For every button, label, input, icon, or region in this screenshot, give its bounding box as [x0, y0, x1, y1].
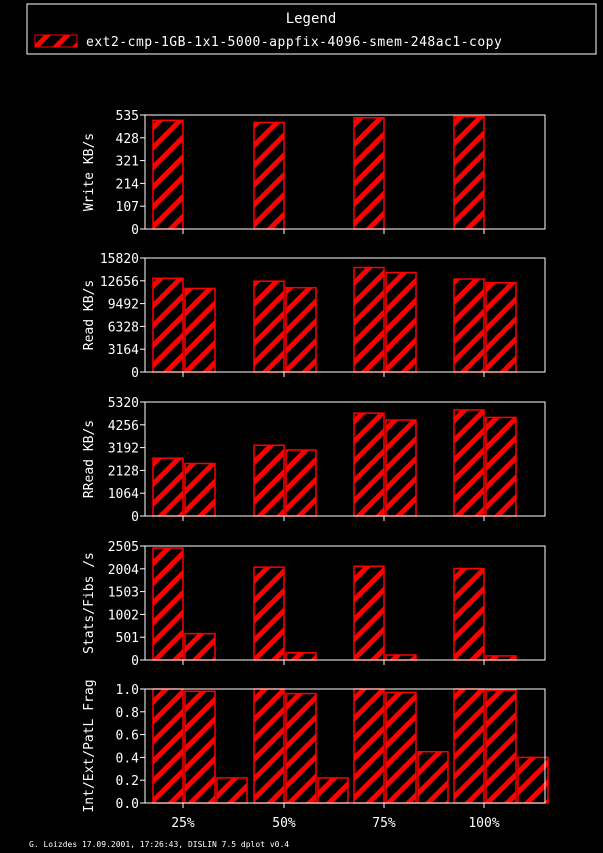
plot-frame-panel3 [144, 401, 546, 517]
y-tick-label-panel3-0: 0 [131, 510, 139, 525]
y-tick-label-panel4-4: 2004 [108, 563, 139, 578]
bar-panel5-series2-50% [285, 692, 317, 804]
footer-credit: G. Loizdes 17.09.2001, 17:26:43, DISLIN … [29, 840, 289, 849]
y-tick-label-panel5-2: 0.4 [116, 751, 140, 766]
y-tick-label-panel3-2: 2128 [108, 464, 139, 479]
bar-panel3-series1-25% [152, 457, 184, 517]
y-tick-label-panel1-2: 214 [116, 177, 140, 192]
y-tick-label-panel4-0: 0 [131, 654, 139, 669]
bar-panel3-series1-100% [453, 409, 485, 517]
bar-panel4-series1-100% [453, 567, 485, 661]
bar-panel5-series1-25% [152, 688, 184, 804]
y-axis-label-panel5: Int/Ext/PatL Frag [82, 679, 97, 812]
legend: Legend ext2-cmp-1GB-1x1-5000-appfix-4096… [26, 3, 597, 55]
y-tick-label-panel5-4: 0.8 [116, 706, 139, 721]
legend-box [26, 3, 597, 55]
y-axis-label-panel2: Read KB/s [82, 280, 97, 350]
bar-panel4-series1-25% [152, 547, 184, 661]
y-tick-label-panel5-3: 0.6 [116, 729, 139, 744]
y-tick-label-panel1-4: 428 [116, 132, 139, 147]
y-tick-label-panel5-0: 0.0 [116, 797, 139, 812]
y-tick-label-panel2-5: 15820 [100, 252, 139, 267]
legend-entry-label: ext2-cmp-1GB-1x1-5000-appfix-4096-smem-2… [86, 35, 502, 50]
bar-panel2-series1-25% [152, 277, 184, 373]
y-tick-label-panel2-0: 0 [131, 366, 139, 381]
y-tick-label-panel3-5: 5320 [108, 396, 139, 411]
bar-panel2-series1-75% [353, 266, 385, 373]
bar-panel4-series1-75% [353, 565, 385, 661]
bar-panel2-series2-25% [184, 287, 216, 373]
bar-panel5-series3-25% [216, 777, 248, 804]
bar-panel1-series1-25% [152, 119, 184, 230]
bar-panel5-series3-100% [517, 756, 549, 804]
plot-frame-panel5 [144, 688, 546, 804]
bar-panel2-series1-100% [453, 278, 485, 373]
y-tick-label-panel1-1: 107 [116, 200, 139, 215]
bar-panel3-series2-100% [485, 416, 517, 517]
y-tick-label-panel5-5: 1.0 [116, 683, 139, 698]
plot-frame-panel2 [144, 257, 546, 373]
bar-panel1-series1-50% [253, 121, 285, 230]
bar-panel5-series2-25% [184, 690, 216, 804]
bar-panel2-series2-75% [385, 271, 417, 373]
bar-panel4-series2-100% [485, 655, 517, 661]
y-tick-label-panel4-3: 1503 [108, 586, 139, 601]
legend-swatch [34, 34, 78, 48]
bar-panel5-series1-75% [353, 688, 385, 804]
bar-panel3-series2-50% [285, 449, 317, 517]
bar-panel3-series1-75% [353, 412, 385, 517]
y-tick-label-panel2-1: 3164 [108, 343, 139, 358]
bar-panel2-series2-50% [285, 286, 317, 373]
y-tick-label-panel2-2: 6328 [108, 320, 139, 335]
plot-frame-panel4 [144, 545, 546, 661]
bar-panel2-series2-100% [485, 281, 517, 373]
bar-panel2-series1-50% [253, 280, 285, 373]
bar-panel4-series1-50% [253, 566, 285, 661]
x-category-label-3: 75% [372, 816, 396, 831]
y-axis-label-panel3: RRead KB/s [82, 420, 97, 498]
x-category-label-1: 25% [171, 816, 195, 831]
bar-panel4-series2-75% [385, 654, 417, 661]
bar-panel5-series1-50% [253, 688, 285, 804]
y-tick-label-panel4-5: 2505 [108, 540, 139, 555]
bar-panel5-series2-100% [485, 689, 517, 804]
bar-panel1-series1-75% [353, 117, 385, 230]
y-tick-label-panel2-4: 12656 [100, 275, 139, 290]
y-tick-label-panel4-2: 1002 [108, 608, 139, 623]
bar-panel4-series2-50% [285, 651, 317, 661]
bar-panel1-series1-100% [453, 115, 485, 230]
y-axis-label-panel1: Write KB/s [82, 133, 97, 211]
bar-panel5-series2-75% [385, 691, 417, 804]
y-tick-label-panel5-1: 0.2 [116, 774, 139, 789]
y-tick-label-panel1-5: 535 [116, 109, 139, 124]
y-tick-label-panel3-4: 4256 [108, 419, 139, 434]
bar-panel5-series3-75% [417, 750, 449, 804]
legend-title: Legend [286, 11, 337, 27]
y-tick-label-panel1-3: 321 [116, 155, 139, 170]
y-tick-label-panel1-0: 0 [131, 223, 139, 238]
y-tick-label-panel3-1: 1064 [108, 487, 139, 502]
plot-frame-panel1 [144, 114, 546, 230]
chart-panels: 0 107 214 321 428 535 Write KB/s 0 3164 6328 9492 1… [82, 109, 549, 831]
bar-panel3-series2-75% [385, 419, 417, 517]
x-category-label-2: 50% [272, 816, 296, 831]
y-tick-label-panel3-3: 3192 [108, 442, 139, 457]
bar-panel3-series2-25% [184, 462, 216, 517]
y-tick-label-panel2-3: 9492 [108, 298, 139, 313]
bar-panel5-series3-50% [317, 777, 349, 804]
bar-panel3-series1-50% [253, 444, 285, 517]
y-axis-label-panel4: Stats/Fibs /s [82, 552, 97, 654]
bar-panel4-series2-25% [184, 632, 216, 661]
y-tick-label-panel4-1: 501 [116, 631, 139, 646]
x-category-label-4: 100% [468, 816, 499, 831]
bar-panel5-series1-100% [453, 688, 485, 804]
